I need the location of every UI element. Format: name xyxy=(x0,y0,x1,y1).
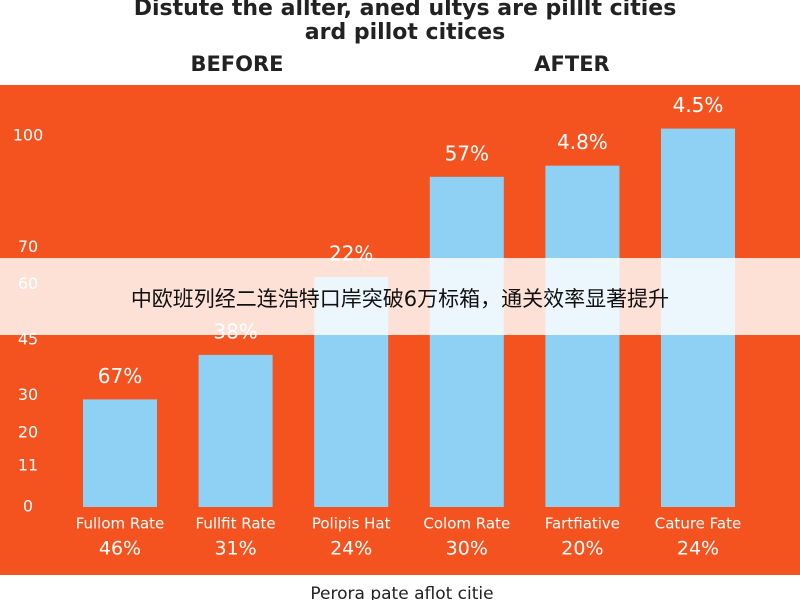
sub-label: 24% xyxy=(330,538,372,560)
sub-label: 31% xyxy=(214,538,256,560)
bar xyxy=(198,354,273,507)
x-tick-label: Fullfit Rate xyxy=(196,515,276,533)
x-tick-label: Colom Rate xyxy=(423,515,510,533)
banner-text: 中欧班列经二连浩特口岸突破6万标箱，通关效率显著提升 xyxy=(131,287,669,311)
sub-label: 24% xyxy=(677,538,719,560)
y-tick-label: 100 xyxy=(13,126,44,145)
bar xyxy=(83,399,157,507)
sub-label: 46% xyxy=(99,538,141,560)
banner-background xyxy=(0,258,800,335)
x-tick-label: Fartfiative xyxy=(545,515,620,533)
x-tick-label: Fullom Rate xyxy=(76,515,165,533)
x-axis-label: Perora pate aflot citie xyxy=(310,584,493,600)
group-label: BEFORE xyxy=(190,52,283,76)
bar-label: 4.5% xyxy=(673,93,724,117)
sub-label: 20% xyxy=(561,538,603,560)
bar-label: 4.8% xyxy=(557,130,608,154)
bar xyxy=(429,176,504,507)
y-tick-label: 11 xyxy=(18,456,38,475)
y-tick-label: 70 xyxy=(18,237,38,256)
x-tick-label: Polipis Hat xyxy=(312,515,391,533)
bar-label: 57% xyxy=(445,141,489,165)
y-tick-label: 20 xyxy=(18,422,38,441)
group-label: AFTER xyxy=(534,52,609,76)
chart-title: Distute the allter, aned ultys are pilll… xyxy=(134,0,677,21)
bar-label: 67% xyxy=(98,364,142,388)
y-tick-label: 0 xyxy=(23,497,33,516)
x-tick-label: Cature Fate xyxy=(655,515,741,533)
y-tick-label: 30 xyxy=(18,385,38,404)
chart-title: ard pillot citices xyxy=(305,20,505,45)
bar xyxy=(545,165,620,507)
sub-label: 30% xyxy=(446,538,488,560)
